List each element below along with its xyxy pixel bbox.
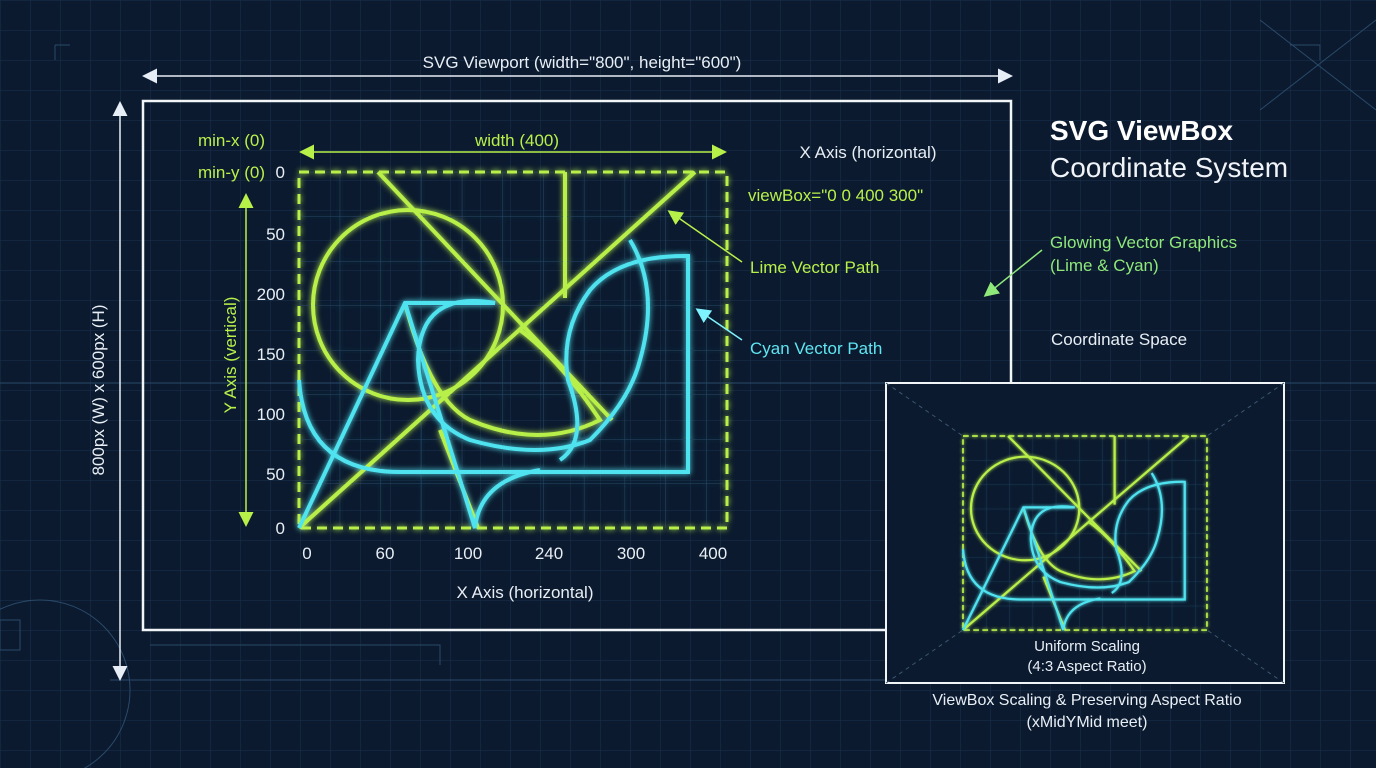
cyan-pointer <box>695 308 743 341</box>
glow-label-2: (Lime & Cyan) <box>1050 256 1159 275</box>
y-tick-label: 200 <box>257 285 285 304</box>
x-tick-label: 400 <box>699 544 727 563</box>
viewbox-attribute: viewBox="0 0 400 300" <box>748 186 923 205</box>
y-tick-label: 0 <box>276 519 285 538</box>
viewport-label: SVG Viewport (width="800", height="600") <box>423 53 742 72</box>
lime-pointer <box>667 210 743 263</box>
x-tick-label: 60 <box>376 544 395 563</box>
y-tick-label: 50 <box>266 465 285 484</box>
inset-caption-2: (4:3 Aspect Ratio) <box>1027 658 1146 675</box>
inset-caption-1: Uniform Scaling <box>1034 638 1140 655</box>
glow-pointer <box>983 249 1043 297</box>
y-axis-label: Y Axis (vertical) <box>221 297 240 414</box>
viewport-size-label: 800px (W) x 600px (H) <box>89 305 108 476</box>
vector-artwork <box>299 172 727 528</box>
x-axis-bottom-label: X Axis (horizontal) <box>457 583 594 602</box>
width-label: width (400) <box>474 131 559 150</box>
x-tick-label: 100 <box>454 544 482 563</box>
cyan-path-label: Cyan Vector Path <box>750 339 882 358</box>
min-y-label: min-y (0) <box>198 163 265 182</box>
y-tick-label: 100 <box>257 405 285 424</box>
footer-2: (xMidYMid meet) <box>1027 714 1148 731</box>
x-tick-label: 240 <box>535 544 563 563</box>
title: SVG ViewBox <box>1050 115 1234 146</box>
x-tick-label: 0 <box>302 544 311 563</box>
viewport-frame <box>141 99 1013 632</box>
y-tick-label: 0 <box>276 163 285 182</box>
inset-artwork <box>963 436 1207 630</box>
y-tick-label: 50 <box>266 225 285 244</box>
min-x-label: min-x (0) <box>198 131 265 150</box>
inset: Uniform Scaling (4:3 Aspect Ratio) <box>885 382 1285 684</box>
x-axis-top-label: X Axis (horizontal) <box>800 143 937 162</box>
glow-label-1: Glowing Vector Graphics <box>1050 233 1237 252</box>
footer-1: ViewBox Scaling & Preserving Aspect Rati… <box>932 692 1241 709</box>
lime-path-label: Lime Vector Path <box>750 258 879 277</box>
x-tick-label: 300 <box>617 544 645 563</box>
coordinate-space-label: Coordinate Space <box>1051 330 1187 349</box>
subtitle: Coordinate System <box>1050 152 1288 183</box>
y-tick-label: 150 <box>257 345 285 364</box>
